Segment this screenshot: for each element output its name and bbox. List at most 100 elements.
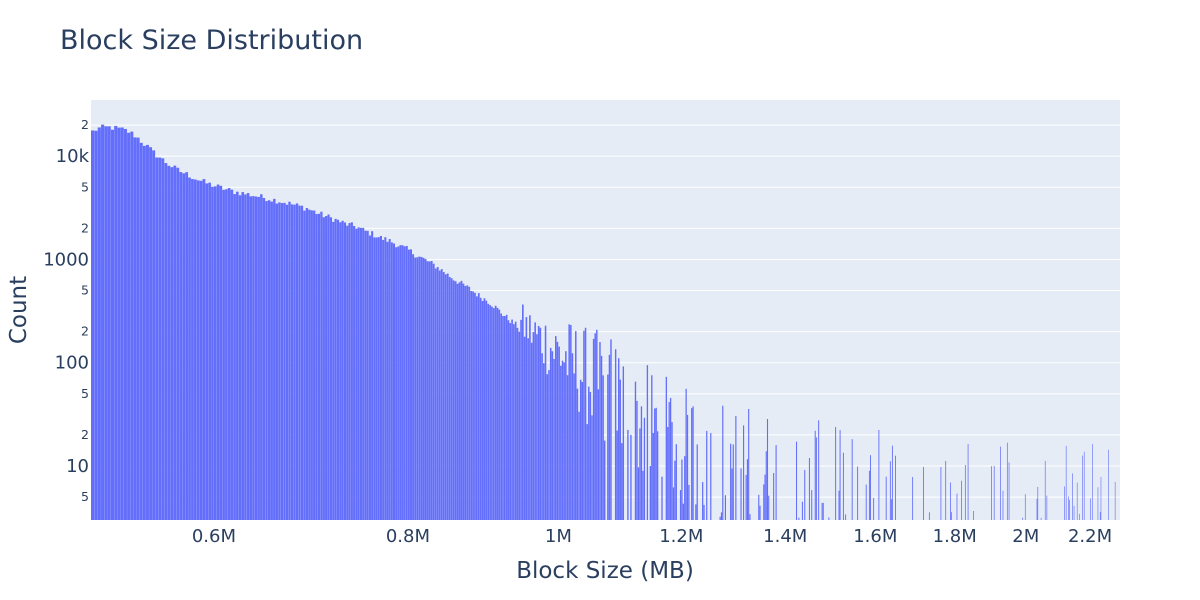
histogram-bar: [176, 167, 180, 521]
x-tick-label: 1.6M: [853, 526, 897, 547]
histogram-bar: [472, 291, 474, 520]
y-tick-label: 1000: [43, 249, 89, 270]
histogram-bar: [327, 214, 330, 520]
histogram-bar: [599, 342, 601, 520]
histogram-bar: [749, 514, 751, 520]
histogram-bar: [556, 341, 559, 520]
histogram-bar: [525, 317, 528, 520]
histogram-bar: [619, 379, 621, 520]
histogram-bar: [238, 195, 242, 521]
histogram-bar: [851, 439, 853, 520]
histogram-bar: [575, 331, 577, 520]
y-tick-label: 10: [66, 456, 89, 477]
histogram-bar: [450, 278, 453, 520]
histogram-bar: [293, 204, 296, 520]
histogram-bar: [651, 375, 653, 520]
histogram-bar: [322, 217, 325, 520]
histogram-bar: [654, 408, 656, 520]
histogram-bar: [608, 354, 611, 520]
histogram-bar: [152, 150, 156, 520]
histogram-bar: [219, 185, 223, 520]
histogram-bar: [589, 391, 592, 520]
histogram-bar: [371, 231, 374, 520]
histogram-bar: [1036, 498, 1038, 520]
histogram-bar: [498, 309, 501, 520]
histogram-bar: [674, 460, 676, 520]
histogram-bar: [233, 194, 236, 521]
histogram-bar: [399, 245, 402, 520]
histogram-bar: [262, 198, 266, 520]
histogram-bar: [158, 157, 162, 521]
histogram-bar: [544, 325, 547, 520]
histogram-bar: [671, 422, 673, 520]
histogram-bar: [991, 466, 992, 520]
histogram-bar: [520, 319, 522, 520]
histogram-bar: [1090, 498, 1091, 520]
histogram-bar: [456, 283, 459, 520]
histogram-bar: [636, 400, 638, 520]
histogram-bar: [649, 465, 651, 520]
histogram-bar: [343, 222, 347, 520]
histogram-bar: [634, 381, 637, 520]
histogram-bar: [386, 241, 389, 520]
histogram-bar: [1082, 455, 1083, 520]
histogram-bar: [808, 458, 810, 520]
histogram-bar: [110, 129, 115, 521]
histogram-bar: [518, 331, 521, 520]
histogram-bar: [546, 374, 549, 520]
histogram-bar: [1002, 490, 1004, 520]
histogram-bar: [101, 124, 105, 520]
histogram-bar: [434, 268, 437, 520]
histogram-bar: [1037, 486, 1039, 520]
histogram-bar: [1065, 445, 1067, 520]
histogram-bar: [945, 460, 947, 520]
histogram-bar: [735, 416, 737, 520]
histogram-bar: [551, 351, 554, 520]
histogram-bar: [1072, 473, 1073, 520]
histogram-bar: [703, 504, 705, 520]
histogram-bar: [123, 128, 127, 521]
histogram-bar: [315, 214, 318, 520]
histogram-bar: [397, 246, 400, 520]
histogram-bar: [702, 482, 704, 520]
histogram-bar: [912, 477, 914, 520]
histogram-bar: [489, 305, 491, 520]
y-tick-label: 5: [81, 386, 89, 401]
histogram-bar: [205, 183, 209, 521]
histogram-bar: [393, 243, 395, 521]
histogram-bar: [173, 165, 177, 520]
histogram-bar: [357, 227, 360, 520]
histogram-bar: [669, 397, 672, 520]
histogram-bar: [514, 321, 517, 520]
histogram-bar: [527, 338, 529, 520]
histogram-bar: [114, 125, 118, 521]
histogram-bar: [773, 473, 775, 520]
histogram-bar: [230, 189, 234, 521]
histogram-bar: [529, 315, 531, 520]
histogram-bar: [765, 451, 767, 520]
histogram-bar: [928, 512, 930, 520]
histogram-bar: [1079, 513, 1080, 520]
histogram-bar: [283, 202, 286, 520]
histogram-bar: [336, 219, 340, 520]
histogram-bar: [368, 235, 371, 521]
histogram-bar: [592, 338, 595, 520]
histogram-bar: [199, 180, 203, 521]
histogram-bar: [462, 283, 465, 520]
histogram-bar: [775, 445, 777, 520]
histogram-bar: [621, 443, 623, 520]
histogram-bar: [706, 430, 708, 520]
histogram-bar: [839, 430, 841, 520]
histogram-bar: [584, 327, 587, 520]
histogram-bar: [835, 427, 837, 520]
histogram-bar: [1069, 499, 1070, 520]
histogram-bar: [298, 205, 301, 520]
histogram-bar: [196, 180, 200, 520]
x-tick-label: 1M: [545, 526, 572, 547]
histogram-bar: [329, 217, 333, 520]
histogram-bar: [828, 517, 830, 520]
histogram-bar: [257, 196, 260, 520]
histogram-bar: [891, 445, 893, 520]
histogram-bar: [845, 514, 847, 520]
histogram-bar: [583, 330, 585, 520]
